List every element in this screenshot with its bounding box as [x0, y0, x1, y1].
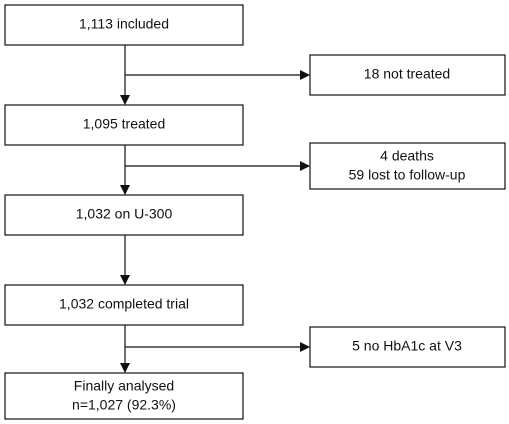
node-label: Finally analysed [74, 378, 174, 394]
box [4, 284, 244, 326]
node-label: 1,032 on U-300 [76, 206, 173, 222]
box [4, 4, 244, 46]
box [4, 194, 244, 236]
box [309, 142, 506, 190]
node-label: 18 not treated [364, 66, 450, 82]
box [4, 104, 244, 146]
box [309, 326, 506, 368]
node-label: 1,113 included [79, 16, 169, 32]
node-label: 1,032 completed trial [59, 296, 189, 312]
box [309, 54, 506, 96]
node-label: n=1,027 (92.3%) [72, 397, 176, 413]
node-label: 4 deaths [380, 148, 434, 164]
node-label: 1,095 treated [83, 116, 166, 132]
node-label: 59 lost to follow-up [349, 167, 466, 183]
node-label: 5 no HbA1c at V3 [352, 338, 462, 354]
box [4, 372, 244, 420]
